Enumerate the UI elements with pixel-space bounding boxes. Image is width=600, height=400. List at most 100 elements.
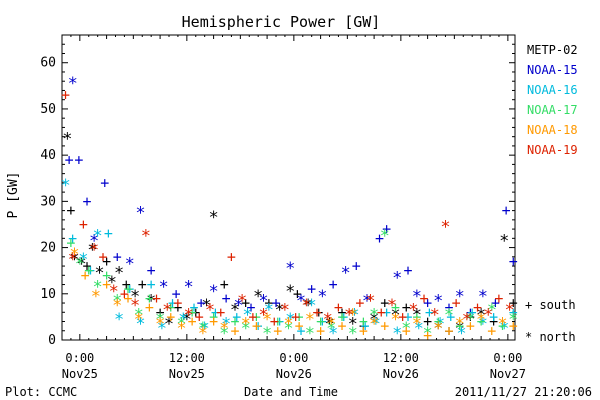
data-point: * (476, 305, 486, 325)
footer-timestamp: 2011/11/27 21:20:06 (455, 385, 592, 399)
data-point: + (487, 322, 496, 340)
data-point: + (446, 308, 455, 326)
data-point: + (452, 294, 461, 312)
data-point: + (166, 299, 175, 317)
data-point: * (146, 291, 156, 311)
data-point: + (420, 289, 429, 307)
data-point: * (280, 301, 290, 321)
data-point: + (489, 308, 498, 326)
data-point: + (168, 294, 177, 312)
data-point: * (422, 324, 432, 344)
data-point: + (272, 294, 281, 312)
data-point: + (423, 313, 432, 331)
data-point: * (440, 217, 450, 237)
data-point: * (499, 319, 509, 339)
data-point: * (414, 319, 424, 339)
data-point: * (135, 315, 145, 335)
y-tick-label: 20 (40, 241, 56, 256)
data-point: * (478, 287, 488, 307)
data-point: + (402, 322, 411, 340)
data-point: * (328, 324, 338, 344)
data-point: * (87, 241, 97, 261)
data-point: + (339, 308, 348, 326)
data-point: + (466, 317, 475, 335)
data-point: * (201, 296, 211, 316)
data-point: * (408, 301, 418, 321)
data-point: * (155, 315, 165, 335)
data-point: * (93, 278, 103, 298)
x-tick-date-label: Nov25 (62, 367, 98, 381)
data-point: + (509, 303, 518, 321)
data-point: + (102, 266, 111, 284)
data-point: * (198, 319, 208, 339)
data-point: * (499, 231, 509, 251)
data-point: + (100, 174, 109, 192)
data-point: + (466, 308, 475, 326)
data-point: + (494, 289, 503, 307)
data-point: + (293, 285, 302, 303)
data-point: + (122, 276, 131, 294)
data-point: * (362, 291, 372, 311)
data-point: + (191, 303, 200, 321)
data-point: * (274, 301, 284, 321)
data-point: * (305, 310, 315, 330)
data-point: * (305, 324, 315, 344)
data-point: * (233, 296, 243, 316)
data-point: + (318, 313, 327, 331)
data-point: * (141, 227, 151, 247)
data-point: * (462, 310, 472, 330)
footer-plot-credit: Plot: CCMC (5, 385, 77, 399)
data-point: + (352, 257, 361, 275)
data-point: * (258, 291, 268, 311)
data-point: * (412, 287, 422, 307)
data-point: * (89, 231, 99, 251)
data-point: + (444, 322, 453, 340)
data-point: + (189, 299, 198, 317)
data-point: * (326, 319, 336, 339)
data-point: * (505, 301, 515, 321)
data-point: * (219, 324, 229, 344)
data-point: + (82, 257, 91, 275)
data-point: + (455, 317, 464, 335)
data-point: * (130, 287, 140, 307)
data-point: * (205, 301, 215, 321)
data-point: + (359, 317, 368, 335)
data-point: + (145, 299, 154, 317)
data-point: + (509, 294, 518, 312)
data-point: * (241, 319, 251, 339)
data-point: * (348, 315, 358, 335)
data-point: + (403, 308, 412, 326)
data-point: * (184, 305, 194, 325)
series-legend: METP-02 NOAA-15 NOAA-16 NOAA-17 NOAA-18 NOAA-… (527, 43, 578, 157)
data-point: + (275, 313, 284, 331)
data-point: * (157, 319, 167, 339)
x-tick-time-label: 12:00 (169, 351, 205, 365)
data-point: + (102, 276, 111, 294)
data-point: + (195, 308, 204, 326)
data-point: * (296, 291, 306, 311)
data-point: + (412, 308, 421, 326)
x-axis-label: Date and Time (244, 385, 338, 399)
data-point: * (392, 324, 402, 344)
data-point: + (152, 289, 161, 307)
data-point: * (435, 315, 445, 335)
data-point: + (123, 289, 132, 307)
data-point: + (402, 299, 411, 317)
data-point: * (253, 287, 263, 307)
data-point: * (455, 315, 465, 335)
data-point: + (295, 308, 304, 326)
data-point: * (285, 259, 295, 279)
data-point: * (508, 310, 518, 330)
data-point: + (391, 299, 400, 317)
data-point: * (109, 282, 119, 302)
data-point: + (209, 313, 218, 331)
data-point: + (197, 294, 206, 312)
data-point: + (211, 303, 220, 321)
data-point: + (209, 308, 218, 326)
data-point: * (285, 282, 295, 302)
data-point: * (93, 227, 103, 247)
data-point: + (82, 192, 91, 210)
data-point: + (172, 285, 181, 303)
plot-area: 0 10 20 30 40 50 60 0:00 Nov25 12:00 Nov25 0:00 Nov2… (40, 34, 526, 381)
data-point: * (112, 296, 122, 316)
